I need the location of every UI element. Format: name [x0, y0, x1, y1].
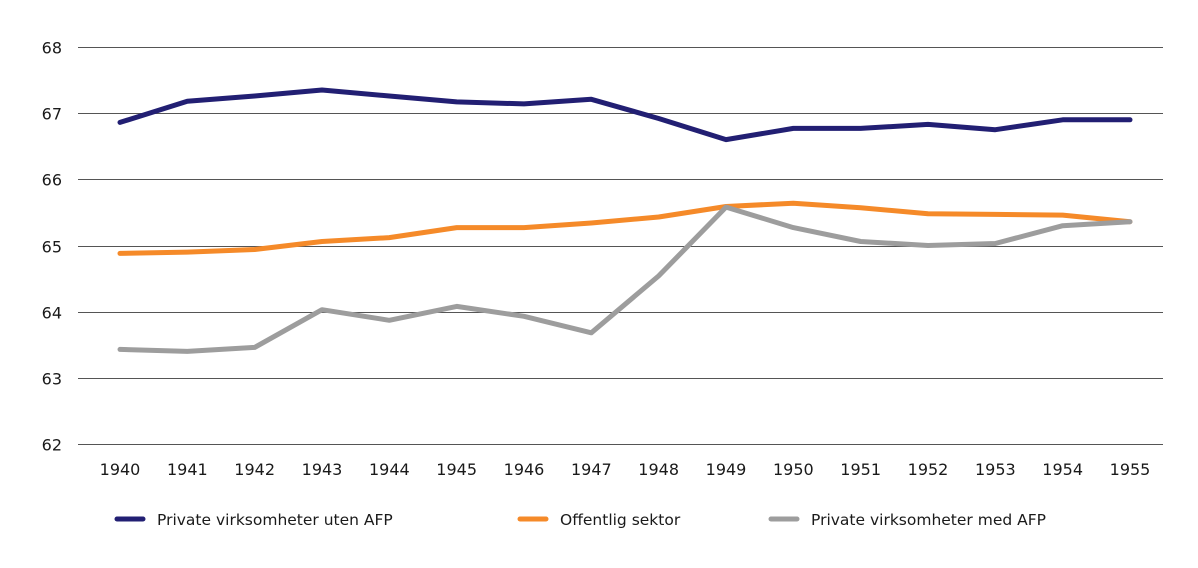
legend-item: Offentlig sektor	[517, 511, 681, 529]
series-line	[117, 200, 1133, 256]
y-tick-label: 62	[42, 436, 62, 455]
legend-item: Private virksomheter med AFP	[768, 511, 1046, 529]
legend-label: Private virksomheter uten AFP	[157, 511, 393, 529]
y-tick-label: 63	[42, 370, 62, 389]
x-tick-label: 1942	[234, 460, 275, 479]
x-tick-label: 1951	[840, 460, 881, 479]
x-tick-label: 1950	[773, 460, 814, 479]
y-tick-label: 66	[42, 171, 62, 190]
series-line	[117, 87, 1133, 143]
x-axis-tick-labels: 1940 1941 1942 1943 1944 1945 1946 1947 1948 1949…	[100, 460, 1151, 479]
x-tick-label: 1943	[302, 460, 343, 479]
x-tick-label: 1952	[908, 460, 949, 479]
x-tick-label: 1945	[436, 460, 477, 479]
x-tick-label: 1947	[571, 460, 612, 479]
x-tick-label: 1944	[369, 460, 410, 479]
x-tick-label: 1948	[638, 460, 679, 479]
y-tick-label: 68	[42, 39, 62, 58]
x-tick-label: 1946	[504, 460, 545, 479]
legend: Private virksomheter uten AFP Offentlig s…	[114, 511, 1046, 529]
y-tick-label: 64	[42, 304, 62, 323]
x-tick-label: 1941	[167, 460, 208, 479]
y-tick-label: 65	[42, 238, 62, 257]
series-1	[117, 87, 1133, 143]
legend-item: Private virksomheter uten AFP	[114, 511, 393, 529]
y-axis-tick-labels: 62 63 64 65 66 67 68	[42, 39, 62, 455]
x-tick-label: 1953	[975, 460, 1016, 479]
x-tick-label: 1940	[100, 460, 141, 479]
x-tick-label: 1955	[1110, 460, 1151, 479]
x-tick-label: 1954	[1042, 460, 1083, 479]
series-lines	[117, 87, 1133, 354]
legend-label: Offentlig sektor	[560, 511, 681, 529]
x-tick-label: 1949	[706, 460, 747, 479]
series-line	[117, 204, 1133, 354]
y-tick-label: 67	[42, 105, 62, 124]
series-3	[117, 204, 1133, 354]
legend-label: Private virksomheter med AFP	[811, 511, 1046, 529]
series-2	[117, 200, 1133, 256]
